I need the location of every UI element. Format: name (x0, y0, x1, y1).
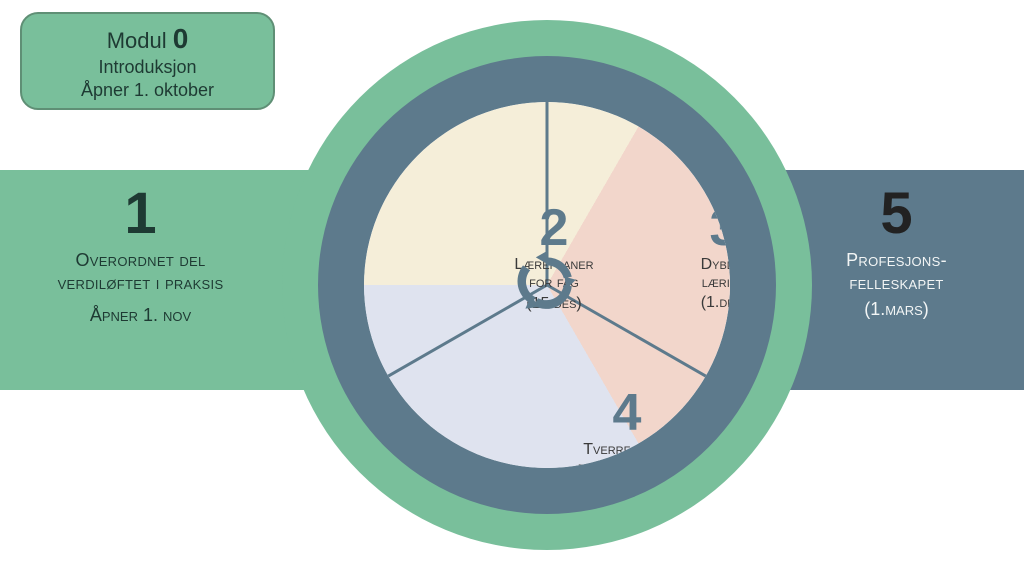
module-5-date: (1.mars) (864, 298, 929, 321)
slice-3-l1: Dybde- (701, 256, 730, 273)
module-0-subtitle: Introduksjon (98, 56, 196, 79)
module-0-title-num: 0 (173, 23, 189, 54)
module-1-opens: Åpner 1. nov (90, 304, 191, 327)
module-1-line1: Overordnet del (75, 249, 205, 272)
slice-4: 4 Tverrfaglige temaer (1.des) (512, 387, 730, 468)
module-5-content: 5 Profesjons- felleskapet (1.mars) (789, 185, 1004, 321)
slice-3: 3 Dybde- læring (1.des) (644, 202, 730, 312)
module-wheel: 2 Læreplaner for fag (15.des) 3 Dybde- l… (282, 20, 812, 550)
cycle-arrows-icon (507, 243, 587, 323)
slice-3-number: 3 (710, 202, 730, 254)
module-1-content: 1 Overordnet del verdiløftet i praksis Å… (28, 185, 253, 327)
module-5-number: 5 (880, 185, 912, 243)
slice-4-number: 4 (613, 387, 642, 439)
slice-3-label: Dybde- læring (701, 256, 730, 291)
module-0-badge: Modul 0 Introduksjon Åpner 1. oktober (20, 12, 275, 110)
slice-3-date: (1.des) (701, 294, 730, 312)
slice-3-l2: læring (702, 274, 730, 291)
module-5-line1: Profesjons- (846, 249, 947, 272)
slice-4-label: Tverrfaglige temaer (1.des) (579, 441, 676, 468)
module-1-line2: verdiløftet i praksis (58, 272, 224, 295)
module-1-number: 1 (124, 185, 156, 243)
module-0-title: Modul 0 (107, 21, 189, 56)
slice-4-l1: Tverrfaglige (583, 441, 670, 458)
module-0-title-prefix: Modul (107, 28, 173, 53)
slice-4-l2: temaer (1.des) (579, 459, 676, 468)
module-0-opens: Åpner 1. oktober (81, 79, 214, 102)
module-5-line2: felleskapet (849, 272, 943, 295)
